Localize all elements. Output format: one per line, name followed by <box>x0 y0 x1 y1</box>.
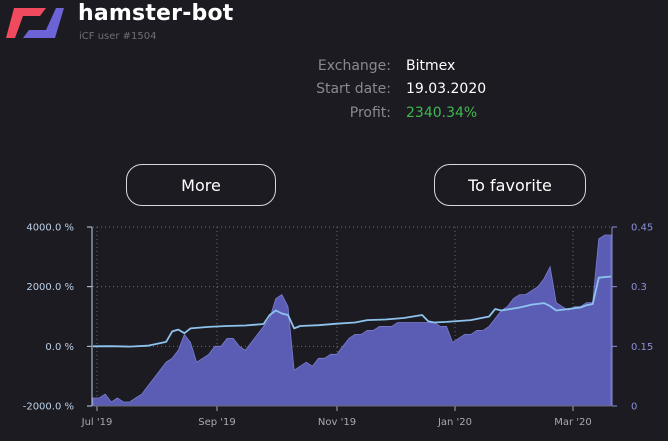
exchange-row: Exchange: Bitmex <box>0 56 668 76</box>
right-tick-label: 0.45 <box>631 223 653 234</box>
logo-red-shape <box>6 8 46 38</box>
exchange-value: Bitmex <box>406 58 456 74</box>
left-tick-label: 2000.0 % <box>26 282 74 293</box>
left-tick-label: 0.0 % <box>45 342 74 353</box>
bot-title: hamster-bot <box>78 1 234 26</box>
logo-blue-shape <box>23 8 64 38</box>
chart-line-series <box>92 275 612 348</box>
hamster-logo-icon <box>6 8 64 38</box>
x-tick-label: Mar '20 <box>554 417 592 428</box>
left-tick-label: 4000.0 % <box>26 223 74 234</box>
exchange-label: Exchange: <box>317 58 391 74</box>
right-axis-ticks: 0.45 0.3 0.15 0 <box>611 223 653 413</box>
x-tick-label: Sep '19 <box>198 417 236 428</box>
left-axis-ticks: 4000.0 % 2000.0 % 0.0 % -2000.0 % <box>23 223 93 413</box>
profit-label: Profit: <box>349 105 391 121</box>
profit-row: Profit: 2340.34% <box>0 103 668 123</box>
to-favorite-button[interactable]: To favorite <box>434 164 586 206</box>
start-date-row: Start date: 19.03.2020 <box>0 79 668 99</box>
x-axis-ticks: Jul '19 Sep '19 Nov '19 Jan '20 Mar '20 <box>81 405 611 428</box>
x-tick-label: Jul '19 <box>81 417 113 428</box>
start-date-value: 19.03.2020 <box>406 81 487 97</box>
line-series-path <box>92 275 612 348</box>
right-tick-label: 0 <box>631 402 637 413</box>
profit-value: 2340.34% <box>406 105 478 121</box>
more-button[interactable]: More <box>126 164 276 206</box>
area-series-path <box>92 234 612 407</box>
x-tick-label: Jan '20 <box>437 417 472 428</box>
start-date-label: Start date: <box>316 81 391 97</box>
right-tick-label: 0.3 <box>631 282 647 293</box>
x-tick-label: Nov '19 <box>318 417 356 428</box>
profit-chart: 4000.0 %2000.0 %0.0 %-2000.0 % 0.450.30.… <box>23 223 654 429</box>
user-subtitle: iCF user #1504 <box>79 31 157 42</box>
right-tick-label: 0.15 <box>631 342 653 353</box>
chart-area-series <box>92 234 612 407</box>
left-tick-label: -2000.0 % <box>23 402 74 413</box>
